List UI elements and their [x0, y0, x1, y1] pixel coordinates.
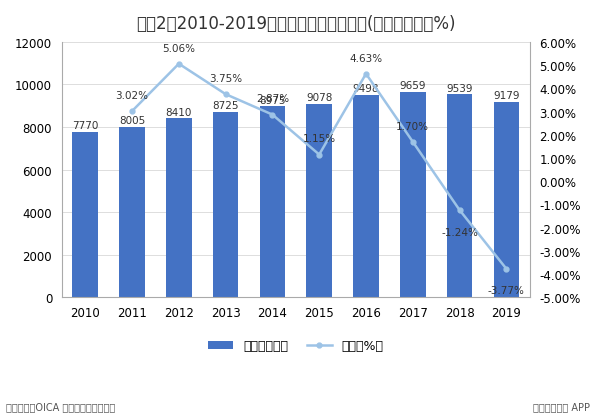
Bar	[493, 103, 519, 298]
Text: 2.87%: 2.87%	[256, 94, 289, 104]
Text: 8975: 8975	[259, 95, 285, 105]
Text: -1.24%: -1.24%	[441, 227, 478, 237]
Text: 3.02%: 3.02%	[116, 91, 148, 101]
Text: 1.15%: 1.15%	[303, 134, 336, 144]
Text: 9539: 9539	[446, 83, 473, 93]
Bar	[213, 112, 238, 298]
Text: 5.06%: 5.06%	[162, 43, 195, 53]
Legend: 产量（万辆）, 增速（%）: 产量（万辆）, 增速（%）	[203, 335, 389, 357]
Text: 9078: 9078	[306, 93, 333, 103]
Bar	[447, 95, 473, 298]
Bar	[119, 128, 145, 298]
Bar	[306, 105, 332, 298]
Text: 资料来源：OICA 前瞻产业研究院整理: 资料来源：OICA 前瞻产业研究院整理	[6, 401, 115, 411]
Bar	[259, 107, 285, 298]
Text: 8725: 8725	[212, 101, 239, 111]
Text: 1.70%: 1.70%	[396, 121, 429, 131]
Bar	[72, 133, 98, 298]
Text: 3.75%: 3.75%	[209, 74, 242, 84]
Title: 图表2：2010-2019年全球汽车产量及增速(单位：万辆，%): 图表2：2010-2019年全球汽车产量及增速(单位：万辆，%)	[136, 15, 455, 33]
Bar	[166, 119, 192, 298]
Text: 8005: 8005	[119, 116, 145, 126]
Text: 9498: 9498	[353, 84, 379, 94]
Text: -3.77%: -3.77%	[488, 286, 525, 296]
Text: 9659: 9659	[399, 81, 426, 91]
Text: 4.63%: 4.63%	[349, 53, 383, 64]
Text: 7770: 7770	[72, 121, 98, 131]
Text: 8410: 8410	[166, 107, 192, 117]
Text: 前瞻经济学人 APP: 前瞻经济学人 APP	[533, 401, 590, 411]
Bar	[353, 96, 379, 298]
Bar	[400, 93, 426, 298]
Text: 9179: 9179	[493, 91, 520, 101]
